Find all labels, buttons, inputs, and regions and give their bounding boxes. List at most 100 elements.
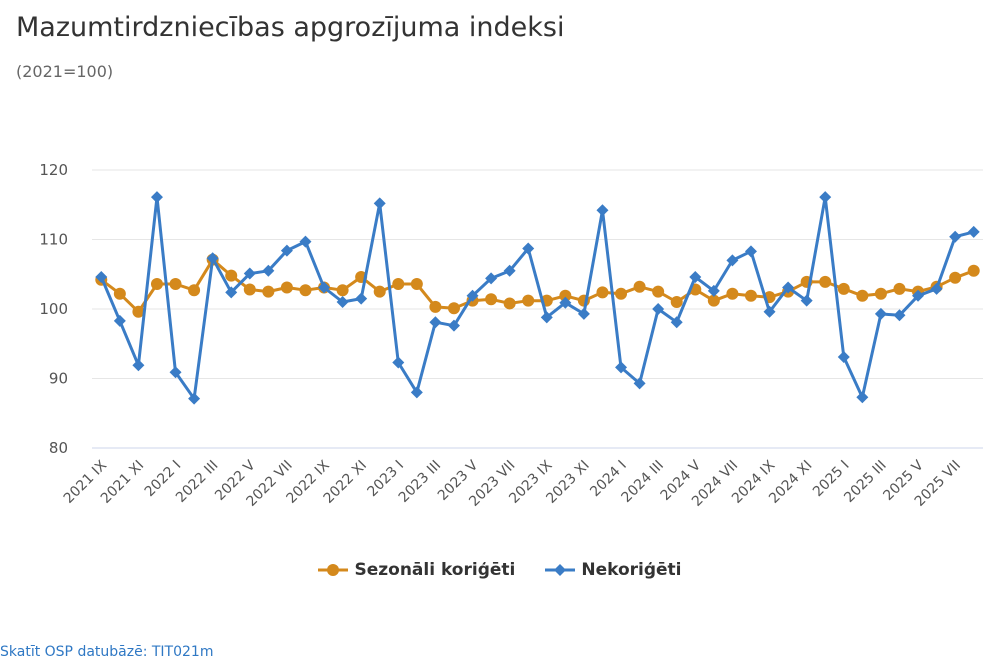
data-point[interactable] xyxy=(336,296,349,309)
data-point[interactable] xyxy=(652,285,665,298)
chart-legend: Sezonāli koriģēti Nekoriģēti xyxy=(0,560,1000,580)
data-point[interactable] xyxy=(559,289,572,302)
database-source-link[interactable]: Skatīt OSP datubāzē: TIT021m xyxy=(0,644,214,660)
chart-title: Mazumtirdzniecības apgrozījuma indeksi xyxy=(16,12,565,43)
data-point[interactable] xyxy=(429,300,442,313)
y-tick-label: 90 xyxy=(49,370,68,388)
data-point[interactable] xyxy=(429,316,442,329)
data-point[interactable] xyxy=(132,305,145,318)
data-point[interactable] xyxy=(299,235,312,248)
data-point[interactable] xyxy=(336,284,349,297)
data-point[interactable] xyxy=(206,252,219,265)
data-point[interactable] xyxy=(615,361,628,374)
legend-item-sa[interactable]: Sezonāli koriģēti xyxy=(318,560,515,580)
data-point[interactable] xyxy=(707,284,720,297)
data-point[interactable] xyxy=(856,391,869,404)
series-sa xyxy=(95,253,980,318)
data-point[interactable] xyxy=(113,314,126,327)
data-point[interactable] xyxy=(670,316,683,329)
data-point[interactable] xyxy=(225,269,238,282)
data-point[interactable] xyxy=(373,197,386,210)
data-point[interactable] xyxy=(169,366,182,379)
data-point[interactable] xyxy=(410,277,423,290)
data-point[interactable] xyxy=(670,296,683,309)
data-point[interactable] xyxy=(633,280,646,293)
data-point[interactable] xyxy=(540,311,553,324)
data-point[interactable] xyxy=(95,271,108,284)
data-point[interactable] xyxy=(967,264,980,277)
data-point[interactable] xyxy=(188,284,201,297)
data-point[interactable] xyxy=(485,272,498,285)
data-point[interactable] xyxy=(689,271,702,284)
data-point[interactable] xyxy=(132,359,145,372)
circle-marker-icon xyxy=(318,564,349,576)
data-point[interactable] xyxy=(522,294,535,307)
data-point[interactable] xyxy=(577,307,590,320)
data-point[interactable] xyxy=(299,284,312,297)
data-point[interactable] xyxy=(503,264,516,277)
data-point[interactable] xyxy=(596,286,609,299)
data-point[interactable] xyxy=(503,297,516,310)
y-tick-label: 100 xyxy=(39,300,68,318)
legend-label-sa: Sezonāli koriģēti xyxy=(354,560,516,580)
data-point[interactable] xyxy=(967,225,980,238)
data-point[interactable] xyxy=(596,204,609,217)
data-point[interactable] xyxy=(225,286,238,299)
data-point[interactable] xyxy=(782,281,795,294)
data-point[interactable] xyxy=(800,294,813,307)
data-point[interactable] xyxy=(466,289,479,302)
data-point[interactable] xyxy=(744,245,757,258)
data-point[interactable] xyxy=(819,191,832,204)
data-point[interactable] xyxy=(280,281,293,294)
data-point[interactable] xyxy=(355,292,368,305)
x-tick-label: 2023 III xyxy=(396,458,444,506)
data-point[interactable] xyxy=(485,293,498,306)
data-point[interactable] xyxy=(262,264,275,277)
data-point[interactable] xyxy=(912,289,925,302)
data-point[interactable] xyxy=(837,282,850,295)
data-point[interactable] xyxy=(410,386,423,399)
data-point[interactable] xyxy=(447,302,460,315)
data-point[interactable] xyxy=(243,267,256,280)
data-point[interactable] xyxy=(930,282,943,295)
data-point[interactable] xyxy=(763,305,776,318)
data-point[interactable] xyxy=(726,254,739,267)
data-point[interactable] xyxy=(150,277,163,290)
data-point[interactable] xyxy=(262,285,275,298)
data-point[interactable] xyxy=(633,377,646,390)
data-point[interactable] xyxy=(893,309,906,322)
data-point[interactable] xyxy=(949,230,962,243)
data-point[interactable] xyxy=(707,294,720,307)
data-point[interactable] xyxy=(856,289,869,302)
data-point[interactable] xyxy=(874,287,887,300)
data-point[interactable] xyxy=(169,277,182,290)
diamond-marker-icon xyxy=(545,564,576,576)
data-point[interactable] xyxy=(819,275,832,288)
data-point[interactable] xyxy=(874,307,887,320)
data-point[interactable] xyxy=(113,287,126,300)
data-point[interactable] xyxy=(949,271,962,284)
data-point[interactable] xyxy=(615,287,628,300)
data-point[interactable] xyxy=(744,289,757,302)
data-point[interactable] xyxy=(243,283,256,296)
data-point[interactable] xyxy=(373,285,386,298)
data-point[interactable] xyxy=(837,350,850,363)
x-tick-label: 2025 III xyxy=(841,458,889,506)
data-point[interactable] xyxy=(447,319,460,332)
data-point[interactable] xyxy=(188,392,201,405)
data-point[interactable] xyxy=(559,296,572,309)
data-point[interactable] xyxy=(652,303,665,315)
data-point[interactable] xyxy=(522,242,535,255)
series-nsa xyxy=(95,191,980,405)
y-tick-label: 120 xyxy=(39,161,68,179)
data-point[interactable] xyxy=(392,277,405,290)
data-point[interactable] xyxy=(318,281,331,294)
data-point[interactable] xyxy=(726,287,739,300)
chart-subtitle: (2021=100) xyxy=(16,62,114,81)
data-point[interactable] xyxy=(280,244,293,257)
data-point[interactable] xyxy=(150,191,163,204)
data-point[interactable] xyxy=(893,282,906,295)
legend-item-nsa[interactable]: Nekoriģēti xyxy=(545,560,682,580)
data-point[interactable] xyxy=(392,356,405,369)
